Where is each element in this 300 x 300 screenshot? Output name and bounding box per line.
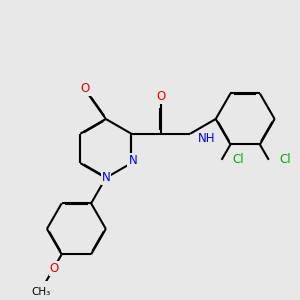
- Text: O: O: [81, 82, 90, 94]
- Text: N: N: [101, 171, 110, 184]
- Text: O: O: [50, 262, 59, 275]
- Text: Cl: Cl: [232, 153, 244, 166]
- Text: O: O: [156, 90, 165, 104]
- Text: N: N: [128, 154, 137, 167]
- Text: CH₃: CH₃: [32, 287, 51, 297]
- Text: NH: NH: [198, 132, 215, 145]
- Text: Cl: Cl: [279, 153, 291, 166]
